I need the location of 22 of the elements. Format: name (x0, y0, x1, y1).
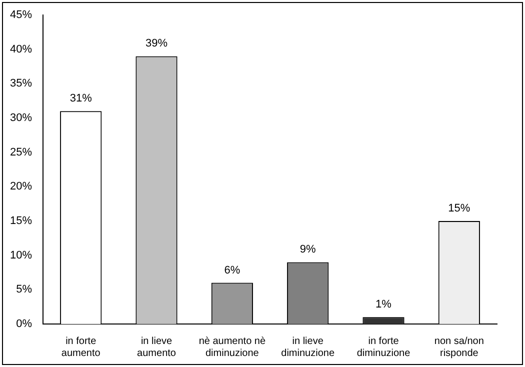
data-label: 9% (300, 244, 316, 256)
y-tick-label: 40% (10, 43, 32, 56)
data-label: 1% (376, 298, 392, 311)
data-label: 15% (448, 202, 470, 215)
x-tick-label: nè aumento nè diminuzione (198, 336, 266, 359)
x-tick-label: in forte diminuzione (356, 336, 411, 359)
data-label: 31% (70, 92, 92, 105)
y-tick-label: 25% (10, 146, 32, 158)
y-tick-label: 15% (10, 215, 32, 228)
y-tick-label: 10% (10, 249, 32, 262)
y-tick-label: 20% (10, 180, 32, 193)
x-tick-label: in lieve diminuzione (281, 336, 335, 359)
y-tick-label: 0% (16, 318, 32, 330)
y-tick-label: 5% (16, 284, 32, 296)
y-tick-label: 35% (10, 78, 32, 90)
x-tick-label: in forte aumento (61, 336, 101, 359)
data-label: 39% (145, 38, 168, 50)
x-tick-label: non sa/non risponde (434, 336, 484, 359)
x-tick-label: in lieve aumento (137, 336, 176, 359)
y-tick-label: 30% (10, 112, 32, 124)
y-tick-label: 45% (10, 9, 32, 22)
data-label: 6% (224, 264, 240, 276)
